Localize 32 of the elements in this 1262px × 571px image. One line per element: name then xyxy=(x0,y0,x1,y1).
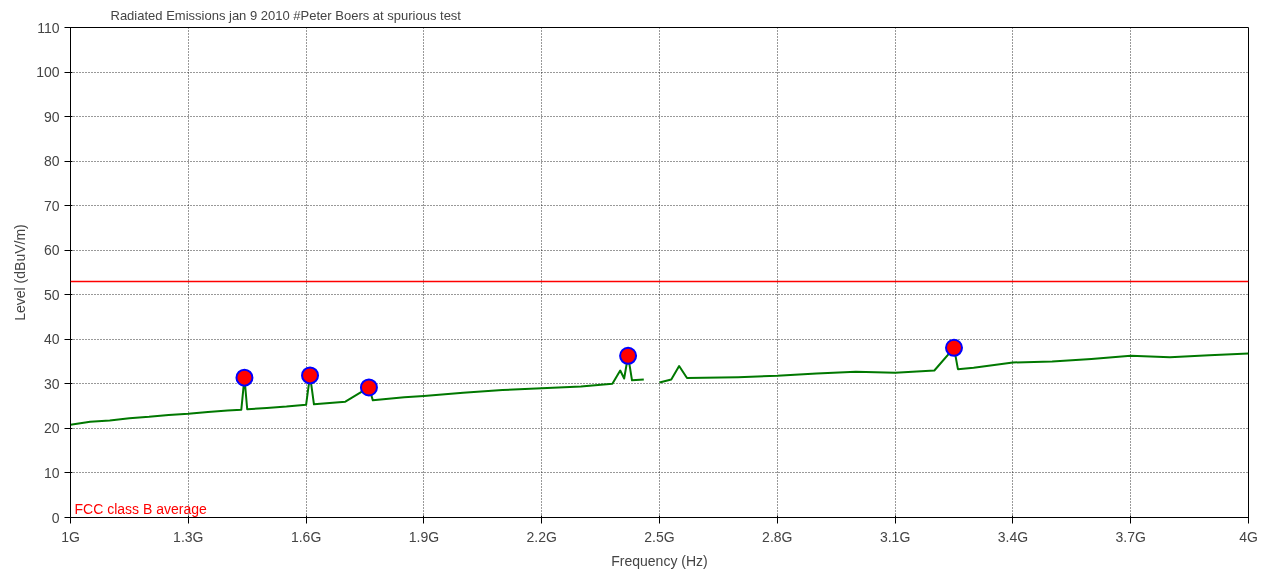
chart-title: Radiated Emissions jan 9 2010 #Peter Boers at spurious test xyxy=(110,7,462,23)
y-tick-label: 20 xyxy=(43,420,60,437)
x-tick-label: 2.8G xyxy=(762,528,793,545)
y-tick-label: 100 xyxy=(36,64,60,81)
x-tick-label: 2.5G xyxy=(644,528,675,545)
point xyxy=(235,368,254,387)
point xyxy=(619,346,638,365)
point xyxy=(945,338,963,357)
x-tick-label: 1G xyxy=(61,528,80,545)
x-axis-title: Frequency (Hz) xyxy=(611,552,708,569)
x-tick-label: 3.7G xyxy=(1115,528,1146,545)
point xyxy=(301,366,320,385)
y-tick-label: 40 xyxy=(43,331,60,348)
x-tick-label: 3.1G xyxy=(879,528,911,545)
x-tick-label: 2.2G xyxy=(526,528,557,545)
x-tick-label: 1.6G xyxy=(290,528,322,545)
y-tick-label: 50 xyxy=(43,286,60,303)
x-tick-label: 4G xyxy=(1239,528,1258,545)
y-tick-label: 0 xyxy=(51,509,60,526)
y-tick-label: 90 xyxy=(43,108,60,125)
y-tick-label: 30 xyxy=(43,375,60,392)
y-tick-label: 10 xyxy=(43,464,60,481)
y-tick-label: 80 xyxy=(43,153,60,170)
x-tick-label: 1.9G xyxy=(408,528,440,545)
x-tick-label: 1.3G xyxy=(173,528,204,545)
y-tick-label: 110 xyxy=(37,19,60,36)
x-tick-label: 3.4G xyxy=(997,528,1029,545)
y-axis-title: Level (dBuV/m) xyxy=(12,224,29,321)
y-tick-label: 60 xyxy=(43,242,60,259)
y-tick-label: 70 xyxy=(43,197,60,214)
ref-line-label: FCC class B average xyxy=(74,500,207,517)
point xyxy=(359,378,378,397)
